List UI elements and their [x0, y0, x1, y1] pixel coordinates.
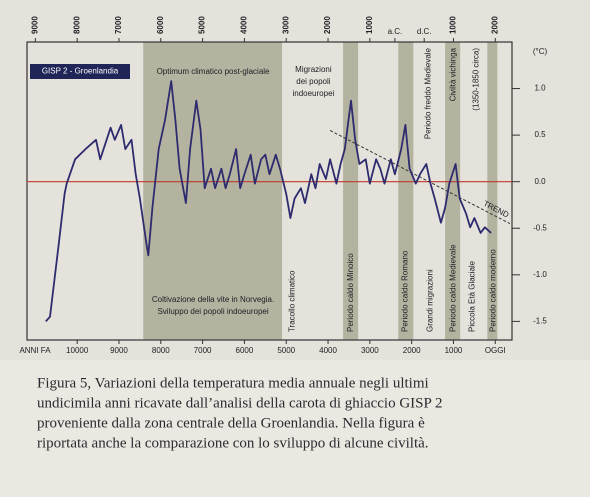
x-tick-label: 2000 [403, 346, 421, 355]
note-text: Optimum climatico post-glaciale [157, 67, 270, 76]
x2-tick-label: a.C. [388, 27, 403, 36]
x2-tick-label: d.C. [417, 27, 432, 36]
x2-tick-label: 7000 [114, 16, 123, 34]
y-tick-label: 0.5 [534, 130, 546, 139]
note-text: Sviluppo dei popoli indoeuropei [157, 307, 268, 316]
caption-line: riportata anche la comparazione con lo s… [37, 435, 429, 451]
y-tick-label: -1.5 [533, 316, 547, 325]
period-label: Periodo caldo moderno [488, 249, 497, 332]
period-label: Civiltà vichinga [449, 47, 458, 101]
x-tick-label: 6000 [236, 346, 254, 355]
caption-line: Figura 5, Variazioni della temperatura m… [37, 375, 429, 391]
y-tick-label: -0.5 [533, 223, 547, 232]
x-tick-label: 7000 [194, 346, 212, 355]
note-text: indoeuropei [292, 89, 334, 98]
x2-tick-label: 9000 [30, 16, 39, 34]
x-tick-label: 10000 [66, 346, 89, 355]
period-label: Tracollo climatico [288, 270, 297, 332]
note-text: Migrazioni [295, 65, 332, 74]
period-label: Grandi migrazioni [426, 269, 435, 332]
period-label: Periodo caldo Medievale [449, 244, 458, 332]
x2-tick-label: 2000 [490, 16, 499, 34]
period-band [445, 42, 461, 340]
period-band [143, 42, 283, 340]
caption-line: proveniente dalla zona centrale della Gr… [37, 415, 425, 431]
x2-tick-label: 2000 [323, 16, 332, 34]
x2-tick-label: 6000 [156, 16, 165, 34]
y-tick-label: 1.0 [534, 84, 546, 93]
x2-tick-label: 1000 [449, 16, 458, 34]
x2-tick-label: 3000 [281, 16, 290, 34]
chart-title: GISP 2 - Groenlandia [42, 67, 119, 76]
note-text: Coltivazione della vite in Norvegia. [152, 295, 274, 304]
temperature-line [45, 80, 492, 322]
x2-tick-label: 1000 [365, 16, 374, 34]
x-axis-label: ANNI FA [19, 346, 51, 355]
period-band [398, 42, 414, 340]
x-tick-label: 8000 [152, 346, 170, 355]
period-label: Piccola Età Glaciale [467, 260, 476, 332]
caption-line: undicimila anni ricavate dall’analisi de… [37, 395, 443, 411]
y-tick-label: 0.0 [534, 177, 546, 186]
period-label: Periodo caldo Minoico [346, 253, 355, 332]
period-label: Periodo caldo Romano [400, 250, 409, 332]
x-tick-label: 5000 [277, 346, 295, 355]
y-tick-label: -1.0 [533, 270, 547, 279]
x-tick-label: 4000 [319, 346, 337, 355]
period-band [343, 42, 359, 340]
period-band [487, 42, 498, 340]
x-tick-label: 3000 [361, 346, 379, 355]
x-tick-label: OGGI [485, 346, 506, 355]
title-box [30, 64, 130, 79]
y-axis-label: (°C) [533, 47, 548, 56]
x2-tick-label: 4000 [240, 16, 249, 34]
x2-tick-label: 8000 [72, 16, 81, 34]
x-tick-label: 1000 [445, 346, 463, 355]
note-text: dei popoli [296, 77, 330, 86]
period-label: Periodo freddo Medievale [423, 47, 432, 139]
trend-line [329, 130, 511, 225]
plot-frame [26, 41, 513, 341]
period-label: (1350-1850 circa) [472, 48, 481, 111]
x2-tick-label: 5000 [198, 16, 207, 34]
x-tick-label: 9000 [110, 346, 128, 355]
